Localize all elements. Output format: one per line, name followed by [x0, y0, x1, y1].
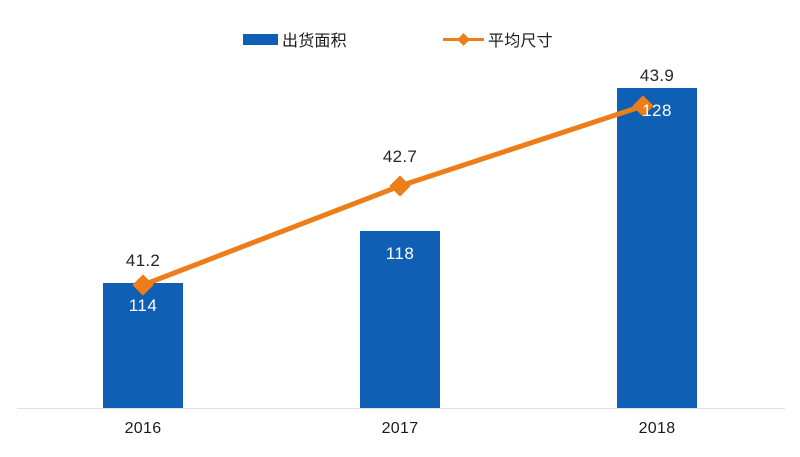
line-marker-2017	[389, 175, 411, 197]
x-axis-baseline	[17, 408, 785, 409]
bar-2017[interactable]	[360, 231, 440, 408]
x-axis-label-2017: 2017	[381, 420, 419, 437]
chart-legend: 出货面积 平均尺寸	[0, 26, 800, 52]
legend-item-average-size[interactable]: 平均尺寸	[443, 26, 553, 52]
legend-label-average-size: 平均尺寸	[488, 33, 553, 50]
bar-2018[interactable]	[617, 88, 697, 408]
bar-value-label-2016: 114	[128, 296, 158, 315]
bar-value-label-2017: 118	[385, 244, 415, 263]
line-value-label-2018: 43.9	[639, 66, 675, 85]
line-markers	[132, 95, 654, 296]
bar-2016[interactable]	[103, 283, 183, 408]
x-axis-label-2016: 2016	[124, 420, 162, 437]
line-marker-2018	[632, 95, 654, 117]
legend-item-shipment-area[interactable]: 出货面积	[243, 26, 347, 52]
legend-square-swatch-icon	[243, 33, 278, 45]
line-marker-2016	[132, 274, 154, 296]
x-axis-label-2018: 2018	[638, 420, 676, 437]
bar-value-label-2018: 128	[642, 101, 672, 120]
legend-line-diamond-swatch-icon	[443, 32, 484, 46]
legend-label-shipment-area: 出货面积	[282, 33, 347, 50]
line-value-label-2016: 41.2	[125, 251, 161, 270]
line-value-label-2017: 42.7	[382, 147, 418, 166]
